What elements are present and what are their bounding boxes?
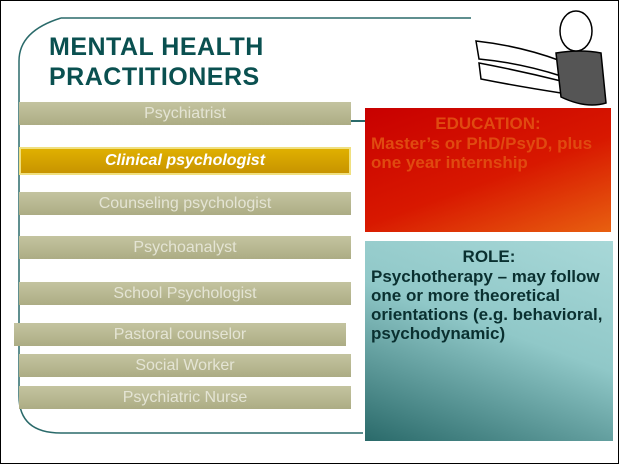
role-box: ROLE: Psychotherapy – may follow one or … xyxy=(365,241,613,441)
practitioner-item: Psychiatric Nurse xyxy=(19,386,351,409)
practitioner-item-selected: Clinical psychologist xyxy=(19,147,351,175)
role-heading: ROLE: xyxy=(462,247,516,266)
title-line: PRACTITIONERS xyxy=(49,63,260,91)
practitioner-item: Psychoanalyst xyxy=(19,236,351,259)
practitioner-item: Psychiatrist xyxy=(19,102,351,125)
education-heading: EDUCATION: xyxy=(435,114,541,133)
practitioner-item: School Psychologist xyxy=(19,282,351,305)
education-text: Master’s or PhD/PsyD, plus one year inte… xyxy=(371,134,593,172)
practitioner-item: Social Worker xyxy=(19,354,351,377)
practitioner-item: Counseling psychologist xyxy=(19,192,351,215)
title-line: MENTAL HEALTH xyxy=(49,33,264,61)
practitioner-item: Pastoral counselor xyxy=(14,323,346,346)
reclining-figure xyxy=(475,10,607,106)
education-box: EDUCATION: Master’s or PhD/PsyD, plus on… xyxy=(365,108,611,232)
role-text: Psychotherapy – may follow one or more t… xyxy=(371,267,603,343)
